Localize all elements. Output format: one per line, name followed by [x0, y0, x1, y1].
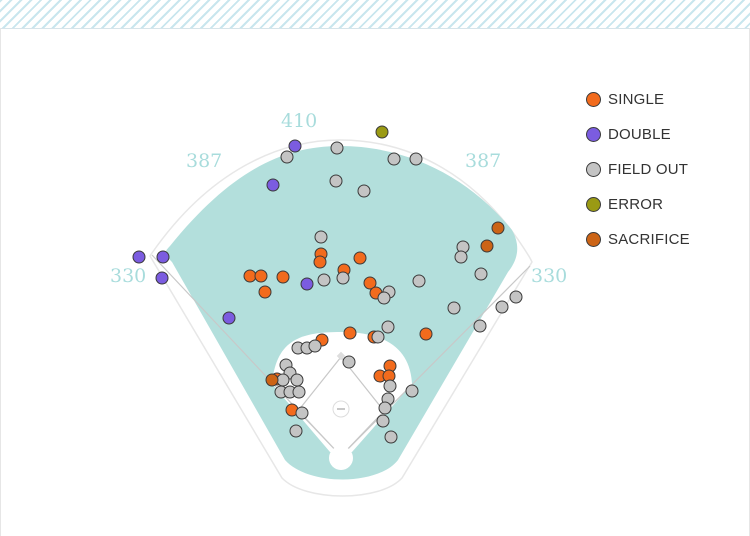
right-foul-line [340, 265, 531, 457]
point-field-out-34 [405, 384, 419, 398]
point-error-1 [375, 125, 389, 139]
point-single-8 [353, 251, 367, 265]
point-double-3 [132, 250, 146, 264]
point-field-out-16 [447, 301, 461, 315]
legend-label-double: DOUBLE [608, 126, 671, 143]
point-field-out-29 [290, 373, 304, 387]
legend-swatch-error [586, 197, 601, 212]
fence-label-right-line: 330 [531, 265, 567, 287]
legend-swatch-field-out [586, 162, 601, 177]
point-double-2 [266, 178, 280, 192]
legend-item-field-out: FIELD OUT [586, 152, 690, 187]
point-single-9 [363, 276, 377, 290]
legend-swatch-single [586, 92, 601, 107]
point-field-out-2 [330, 141, 344, 155]
point-field-out-18 [495, 300, 509, 314]
point-field-out-11 [377, 291, 391, 305]
point-field-out-5 [329, 174, 343, 188]
point-field-out-36 [378, 401, 392, 415]
point-field-out-7 [314, 230, 328, 244]
hit-points [132, 125, 523, 444]
point-single-4 [258, 285, 272, 299]
legend-item-sacrifice: SACRIFICE [586, 222, 690, 257]
legend-label-field-out: FIELD OUT [608, 161, 689, 178]
legend-label-sacrifice: SACRIFICE [608, 231, 690, 248]
point-single-13 [419, 327, 433, 341]
point-sacrifice-1 [491, 221, 505, 235]
fence-label-right-center: 387 [465, 150, 501, 172]
field-outline [149, 139, 533, 497]
point-field-out-21 [371, 330, 385, 344]
point-field-out-20 [381, 320, 395, 334]
point-field-out-24 [308, 339, 322, 353]
point-sacrifice-3 [265, 373, 279, 387]
point-sacrifice-2 [480, 239, 494, 253]
second-base [336, 351, 346, 361]
legend: SINGLE DOUBLE FIELD OUT ERROR SACRIFICE [586, 82, 690, 257]
fence-label-left-line: 330 [110, 265, 146, 287]
legend-item-double: DOUBLE [586, 117, 690, 152]
point-field-out-6 [357, 184, 371, 198]
point-field-out-37 [295, 406, 309, 420]
point-field-out-25 [342, 355, 356, 369]
point-field-out-15 [474, 267, 488, 281]
left-border [0, 28, 1, 536]
point-single-6 [313, 255, 327, 269]
point-field-out-14 [454, 250, 468, 264]
fence-label-left-center: 387 [186, 150, 222, 172]
legend-swatch-sacrifice [586, 232, 601, 247]
legend-label-error: ERROR [608, 196, 664, 213]
point-double-7 [222, 311, 236, 325]
legend-label-single: SINGLE [608, 91, 665, 108]
legend-item-single: SINGLE [586, 82, 690, 117]
pitchers-rubber [337, 408, 345, 410]
point-double-6 [300, 277, 314, 291]
header-stripe-band [0, 0, 750, 29]
fence-label-center: 410 [281, 110, 317, 132]
point-field-out-12 [412, 274, 426, 288]
point-single-2 [254, 269, 268, 283]
point-field-out-39 [289, 424, 303, 438]
point-single-3 [276, 270, 290, 284]
point-double-1 [288, 139, 302, 153]
point-field-out-17 [473, 319, 487, 333]
point-field-out-40 [384, 430, 398, 444]
point-field-out-28 [276, 373, 290, 387]
point-field-out-32 [292, 385, 306, 399]
point-single-1 [243, 269, 257, 283]
point-field-out-33 [383, 379, 397, 393]
point-field-out-9 [336, 271, 350, 285]
legend-swatch-double [586, 127, 601, 142]
point-field-out-1 [280, 150, 294, 164]
point-field-out-38 [376, 414, 390, 428]
point-double-5 [155, 271, 169, 285]
legend-item-error: ERROR [586, 187, 690, 222]
point-single-11 [343, 326, 357, 340]
point-double-4 [156, 250, 170, 264]
point-field-out-3 [387, 152, 401, 166]
home-plate-circle [329, 446, 353, 470]
point-field-out-4 [409, 152, 423, 166]
point-field-out-8 [317, 273, 331, 287]
outfield-grass [165, 146, 518, 480]
point-field-out-19 [509, 290, 523, 304]
